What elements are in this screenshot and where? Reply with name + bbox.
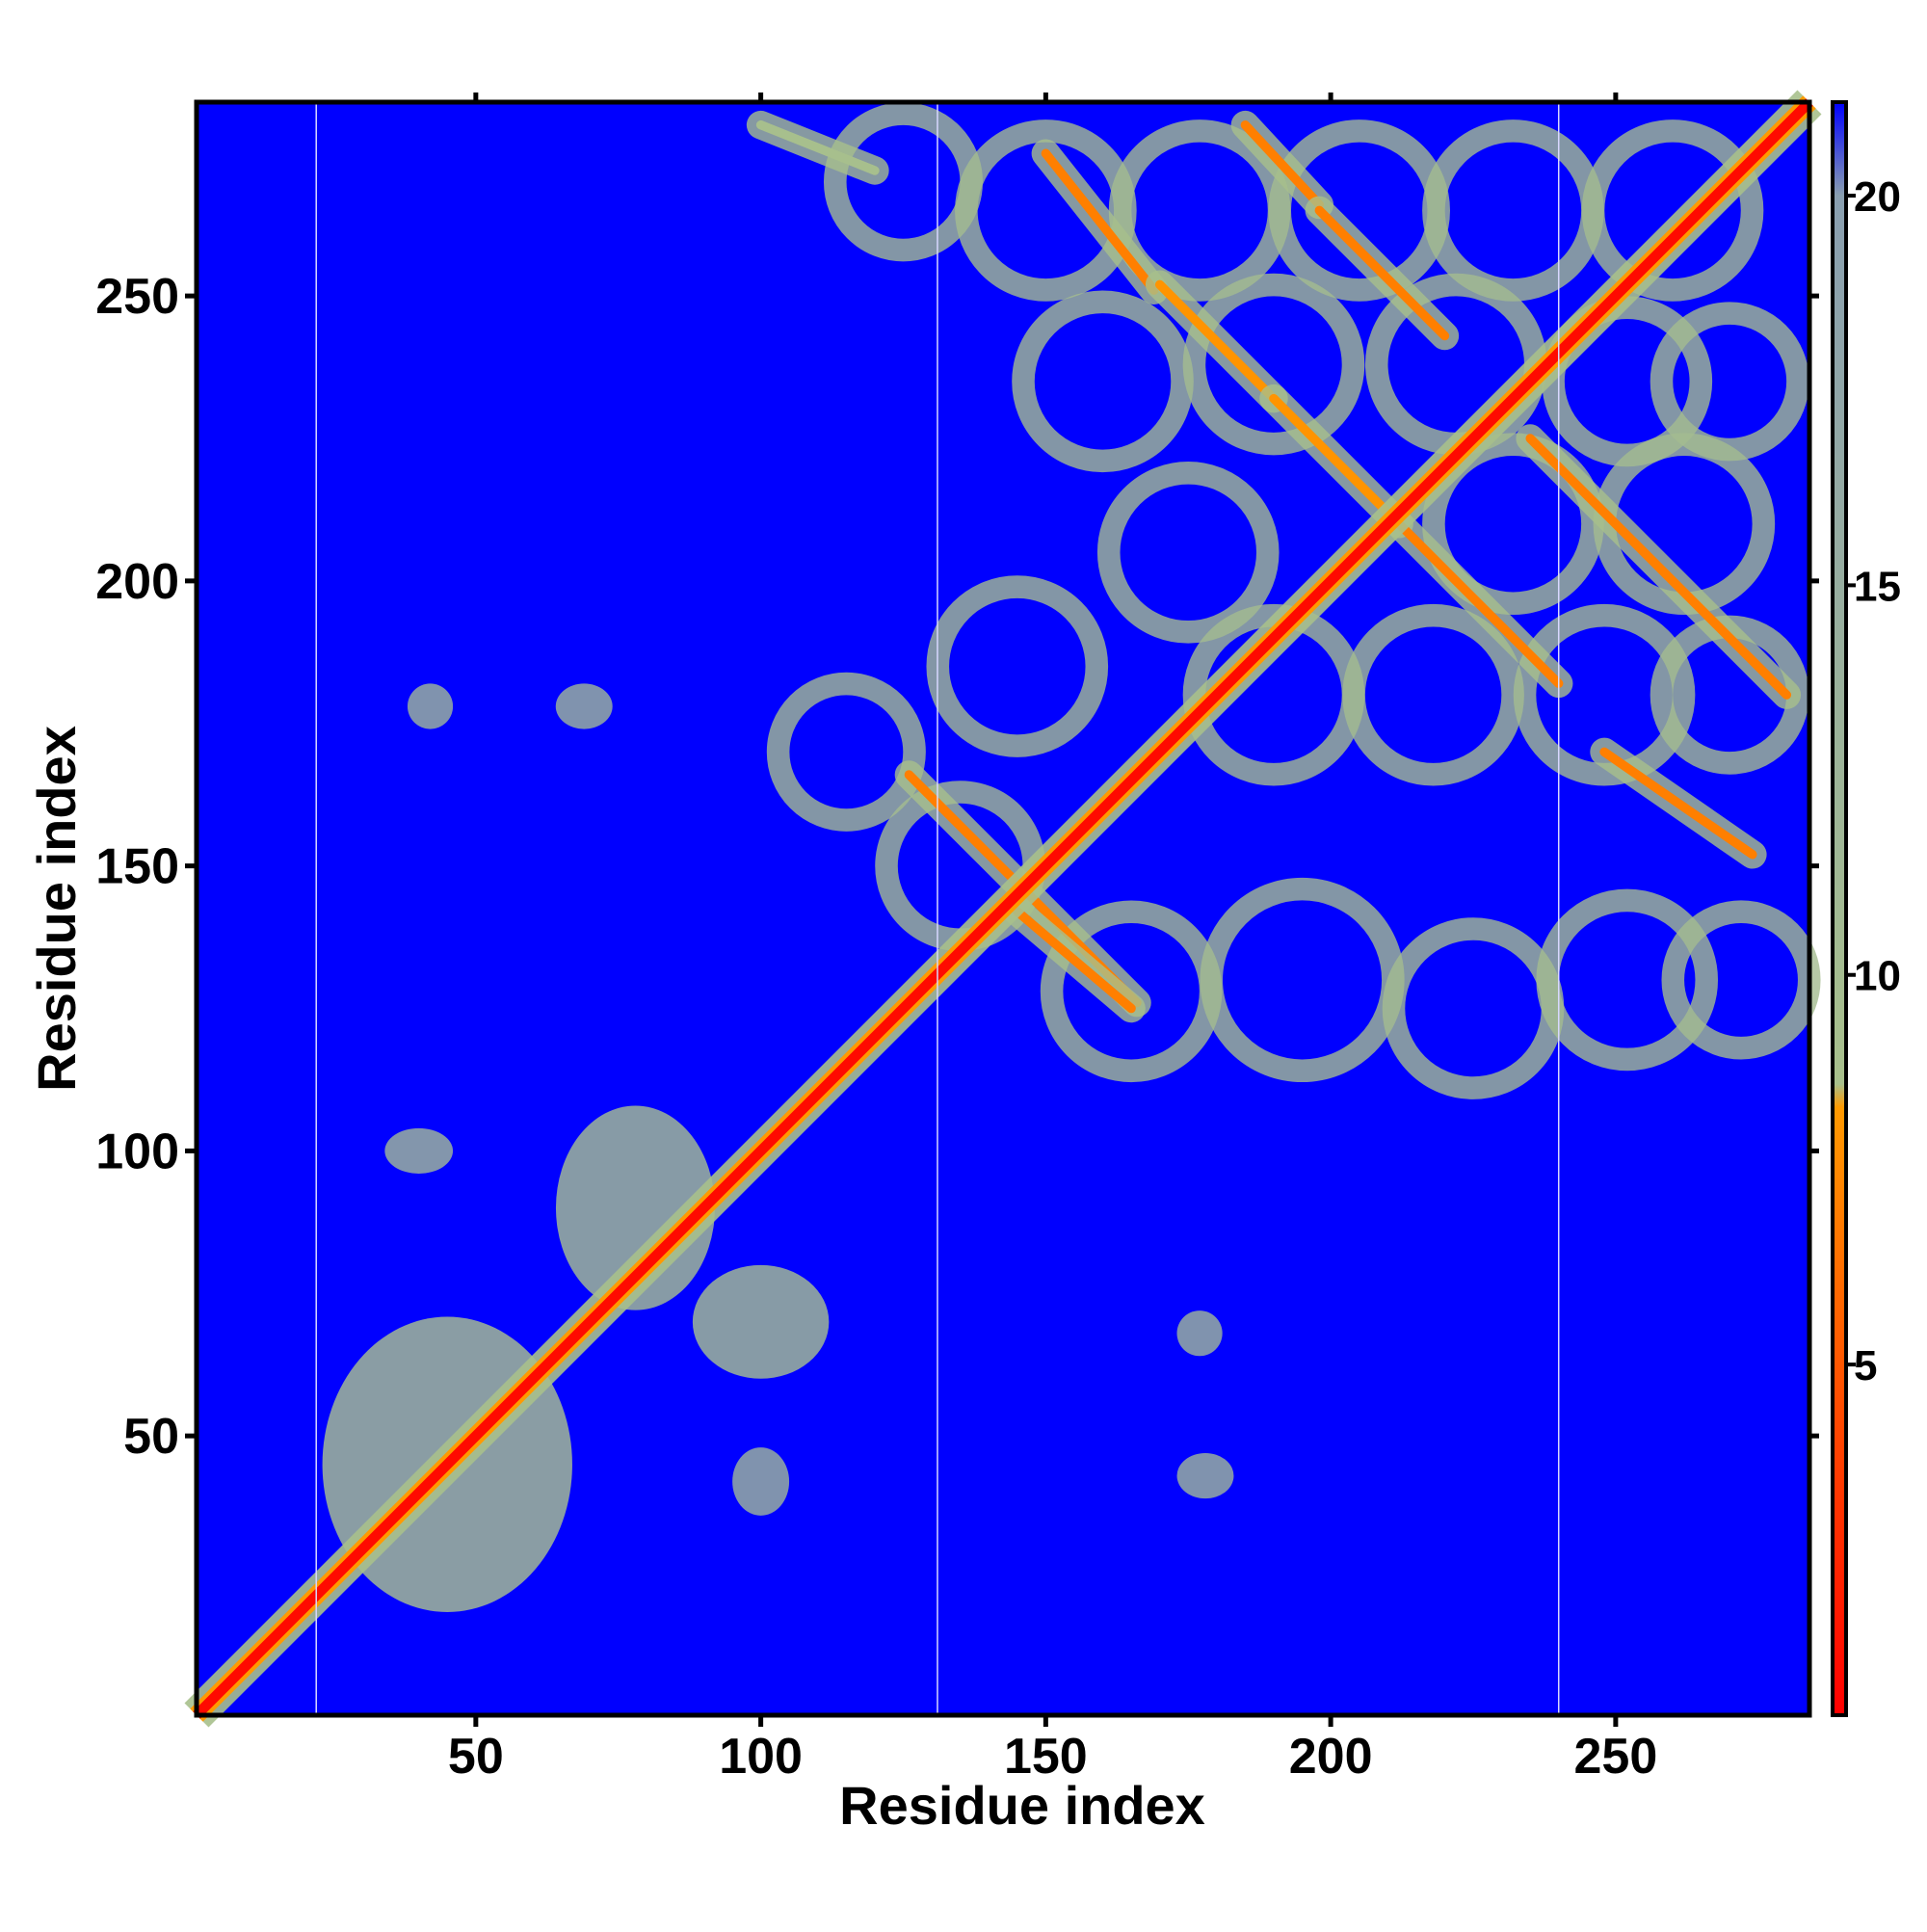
contact-patch-2 — [692, 1264, 830, 1379]
contact-band-5 — [1269, 393, 1404, 529]
contact-ring-5 — [1012, 290, 1194, 473]
y-tick-label-2: 150 — [95, 839, 179, 895]
contact-patch-5 — [555, 683, 613, 729]
x-axis: 50 100 150 200 250 — [448, 93, 1657, 1785]
contact-patch-7 — [1176, 1310, 1223, 1357]
x-tick-label-0: 50 — [448, 1729, 504, 1785]
contact-band-6 — [1394, 519, 1564, 689]
heatmap-layer — [184, 90, 1822, 1728]
y-tick-label-4: 250 — [95, 269, 179, 325]
contact-ring-15 — [1342, 603, 1524, 786]
contact-patch-6 — [732, 1447, 790, 1516]
y-axis: 50 100 150 200 250 — [95, 269, 1819, 1465]
contact-band-10 — [755, 119, 880, 175]
contact-band-2 — [1240, 119, 1325, 210]
contact-ring-16 — [1513, 603, 1696, 786]
contact-ring-4 — [1581, 119, 1764, 302]
contact-band-3 — [1314, 205, 1450, 341]
colorbar-tick-label-3: 20 — [1854, 173, 1901, 221]
y-tick-label-3: 200 — [95, 554, 179, 610]
y-tick-label-1: 100 — [95, 1124, 179, 1179]
contact-band-9 — [1013, 907, 1136, 1014]
contact-band-1 — [1041, 148, 1159, 295]
colorbar: 5 10 15 20 — [1831, 100, 1901, 1717]
contact-band-4 — [1154, 279, 1279, 404]
contact-ring-22 — [1536, 888, 1719, 1072]
diagonal-contact — [193, 98, 1813, 1719]
contact-ring-10 — [1096, 461, 1280, 644]
contact-ring-6 — [1182, 273, 1365, 456]
colorbar-tick-label-0: 5 — [1854, 1342, 1877, 1389]
contact-ring-25 — [823, 102, 984, 262]
y-tick-label-0: 50 — [123, 1409, 179, 1465]
contact-band-7 — [1525, 434, 1792, 700]
contact-ring-24 — [766, 672, 926, 832]
plot-frame — [194, 99, 1812, 1718]
colorbar-scale — [1831, 100, 1848, 1717]
y-axis-label: Residue index — [26, 726, 87, 1092]
x-tick-label-1: 100 — [719, 1729, 803, 1785]
colorbar-tick-label-1: 10 — [1854, 953, 1901, 1000]
x-tick-label-3: 200 — [1289, 1729, 1373, 1785]
contact-ring-11 — [1422, 433, 1604, 616]
reference-lines — [315, 102, 1560, 1715]
x-tick-label-2: 150 — [1004, 1729, 1088, 1785]
contact-patch-3 — [384, 1127, 454, 1174]
contact-band-8 — [1599, 747, 1757, 860]
x-tick-label-4: 250 — [1574, 1729, 1658, 1785]
x-axis-label: Residue index — [839, 1775, 1205, 1836]
contact-patch-8 — [1176, 1452, 1234, 1499]
colorbar-tick-label-2: 15 — [1854, 563, 1901, 610]
contact-patch-4 — [407, 683, 454, 729]
